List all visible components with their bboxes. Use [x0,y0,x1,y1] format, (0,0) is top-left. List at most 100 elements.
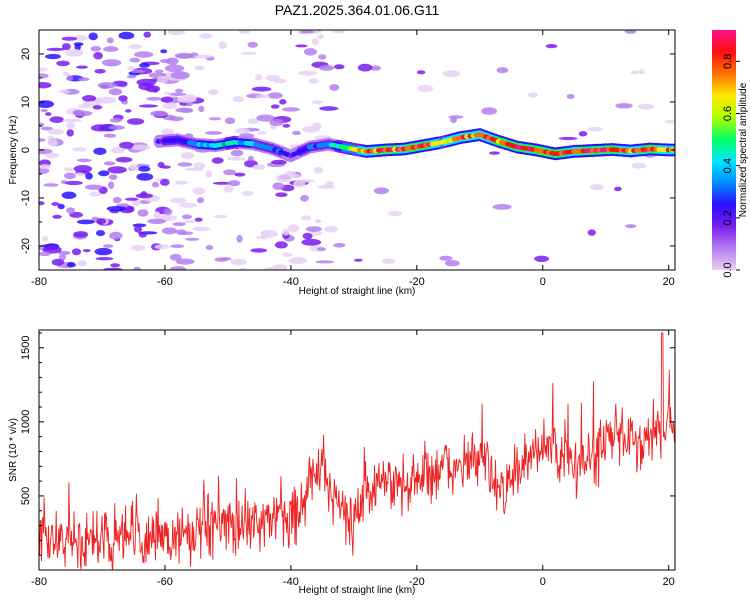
spectrogram-noise-blob [97,82,117,89]
spectrogram-noise-blob [300,195,309,202]
spectrogram-noise-blob [305,226,322,233]
spectrogram-noise-blob [624,30,637,34]
spectrogram-noise-blob [103,244,114,248]
spectrogram-noise-blob [73,35,88,41]
spectrogram-noise-blob [211,157,224,164]
colorbar-gradient [712,30,736,270]
spectrogram-noise-blob [625,224,637,229]
snr-frame [38,329,676,571]
snr-content [39,332,675,570]
spectrogram-noise-blob [65,122,76,129]
spectrogram-noise-blob [180,108,194,113]
spectrogram-noise-blob [51,202,60,206]
spectrogram-noise-blob [289,257,307,265]
spectrogram-noise-blob [637,103,655,110]
spectrogram-noise-blob [146,96,162,101]
spectrogram-noise-blob [354,258,363,262]
spectrogram-noise-blob [300,30,315,34]
spectrogram-noise-blob [132,144,151,151]
spectrogram-noise-blob [274,241,288,249]
spectrogram-noise-blob [108,88,123,96]
spectrogram-noise-blob [107,166,127,174]
spectrogram-y-tick-label: 20 [20,48,32,60]
spectrogram-noise-blob [94,69,106,74]
snr-y-tick-label: 1000 [20,410,32,434]
spectrogram-noise-blob [450,116,457,124]
spectrogram-y-ticks: 20 10 0 -10 -20 [20,29,675,271]
spectrogram-noise-blob [89,191,101,197]
spectrogram-noise-blob [180,152,195,160]
spectrogram-noise-blob [106,206,127,212]
spectrogram-noise-blob [185,103,193,107]
spectrogram-noise-blob [64,180,83,186]
spectrogram-noise-blob [545,44,558,49]
spectrogram-noise-blob [109,231,123,240]
spectrogram-noise-blob [578,131,588,137]
spectrogram-noise-blob [48,139,59,147]
spectrogram-noise-blob [199,33,213,39]
spectrogram-noise-blob [56,60,70,67]
spectrogram-noise-blob [310,231,322,236]
spectrogram-noise-blob [193,55,214,59]
spectrogram-noise-blob [168,92,187,97]
spectrogram-noise-blob [241,190,254,197]
spectrogram-noise-blob [64,172,76,180]
spectrogram-noise-blob [42,245,62,254]
spectrogram-noise-blob [265,74,280,81]
spectrogram-x-tick-label: -80 [31,276,47,288]
spectrogram-noise-blob [287,224,300,233]
spectrogram-noise-blob [168,116,184,122]
spectrogram-noise-blob [129,164,138,171]
spectrogram-noise-blob [212,181,232,185]
spectrogram-content [39,30,675,270]
spectrogram-noise-blob [170,71,190,80]
spectrogram-noise-blob [160,49,168,54]
spectrogram-noise-blob [112,196,122,204]
spectrogram-noise-blob [138,231,147,238]
spectrogram-noise-blob [205,170,213,178]
spectrogram-noise-blob [205,245,214,250]
spectrogram-noise-blob [528,92,538,98]
spectrogram-noise-blob [481,107,497,115]
spectrogram-noise-blob [282,107,300,112]
spectrogram-noise-blob [93,52,103,60]
spectrogram-noise-blob [71,248,82,256]
snr-y-tick-label: 500 [20,487,32,505]
spectrogram-noise-blob [138,82,155,91]
spectrogram-noise-blob [110,263,120,268]
spectrogram-noise-blob [312,38,319,46]
snr-y-axis-label: SNR (10 * v/v) [8,418,19,482]
spectrogram-noise-blob [39,164,51,170]
spectrogram-noise-blob [196,197,205,204]
spectrogram-noise-blob [224,117,236,125]
snr-background [39,330,675,570]
spectrogram-noise-blob [40,108,48,113]
spectrogram-noise-blob [66,75,74,82]
spectrogram-noise-blob [90,46,102,52]
spectrogram-noise-blob [370,65,381,71]
spectrogram-noise-blob [282,229,290,236]
snr-x-tick-label: 0 [540,576,546,588]
spectrogram-noise-blob [69,211,83,218]
spectrogram-noise-blob [192,187,205,195]
spectrogram-noise-blob [133,266,142,270]
spectrogram-noise-blob [257,131,267,135]
spectrogram-noise-blob [587,126,603,132]
spectrogram-noise-blob [78,77,90,82]
spectrogram-noise-blob [630,70,639,75]
spectrogram-noise-blob [39,82,52,89]
spectrogram-noise-blob [103,267,123,270]
spectrogram-noise-blob [373,187,389,195]
spectrogram-noise-blob [77,104,93,109]
spectrogram-noise-blob [162,102,178,110]
spectrogram-noise-blob [292,130,301,136]
spectrogram-noise-blob [179,202,197,208]
spectrogram-noise-blob [93,147,107,155]
spectrogram-noise-blob [181,214,193,220]
spectrogram-noise-blob [63,167,75,172]
spectrogram-noise-blob [90,124,110,132]
spectrogram-noise-blob [150,110,168,117]
spectrogram-noise-blob [43,183,59,187]
snr-x-axis-label: Height of straight line (km) [299,585,416,596]
